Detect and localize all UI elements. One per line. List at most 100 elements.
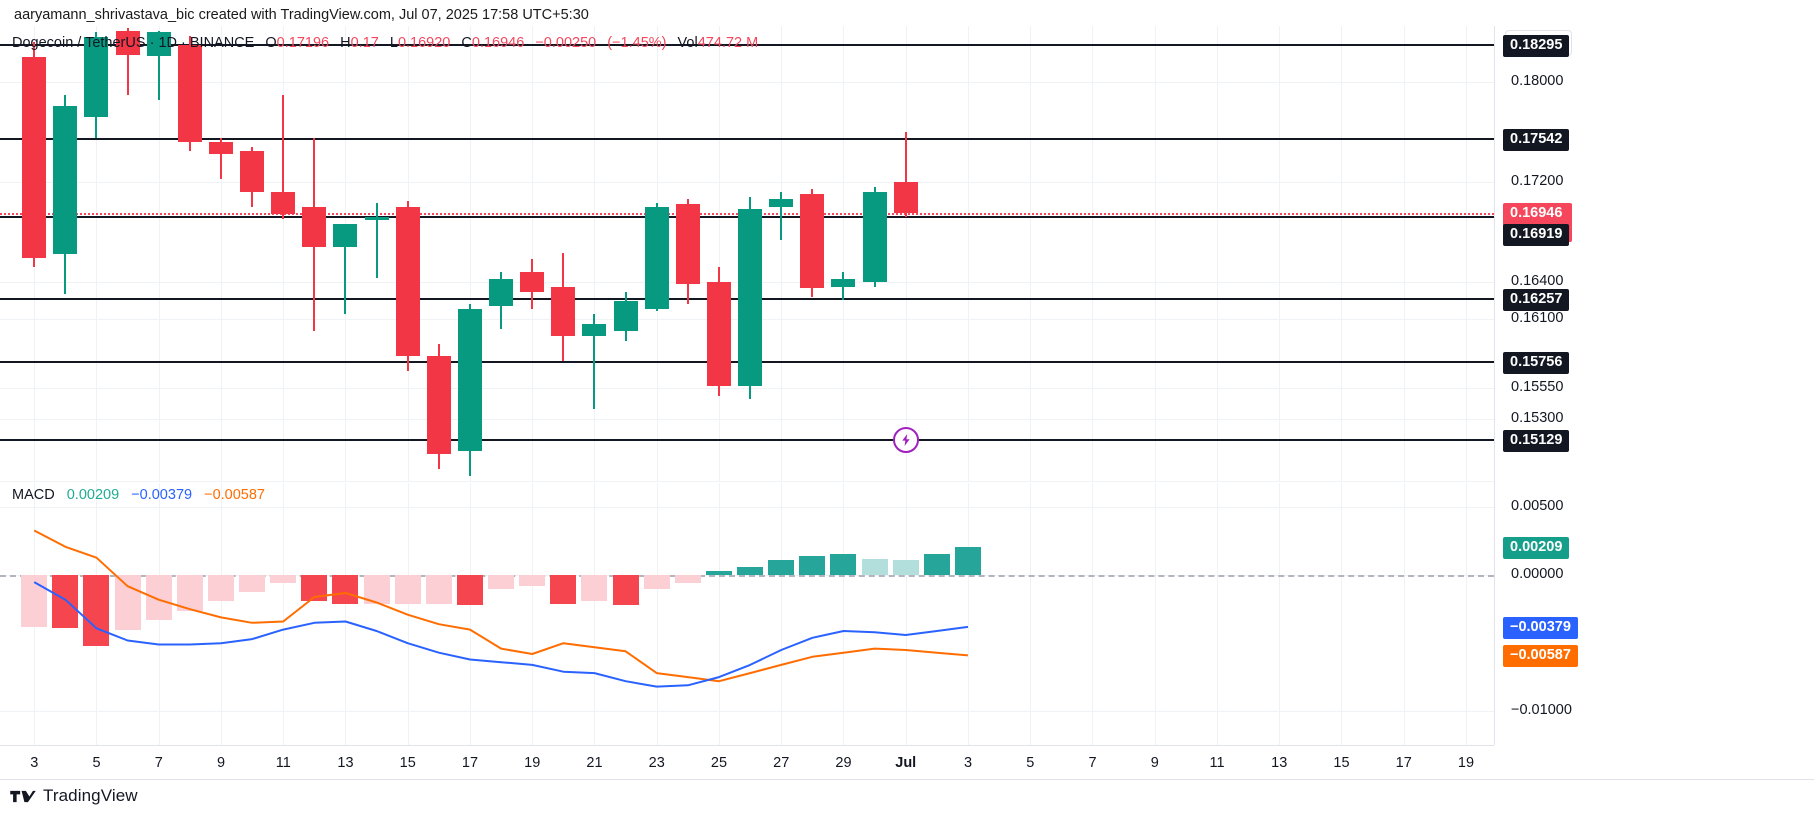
lightning-alert-icon[interactable] — [892, 426, 919, 453]
candlestick — [395, 26, 420, 481]
macd-histogram-bar — [737, 567, 764, 576]
candle-wick — [593, 313, 596, 409]
macd-histogram-bar — [425, 575, 452, 604]
gridline-vertical — [594, 483, 596, 745]
ohlc-legend[interactable]: Dogecoin / TetherUS · 1D · BINANCE O0.17… — [12, 34, 758, 52]
price-axis-tick: −0.01000 — [1511, 702, 1572, 719]
price-axis-tick: 0.15550 — [1511, 378, 1564, 395]
gridline-vertical — [345, 483, 347, 745]
badge-value: −0.00379 — [1510, 618, 1571, 635]
gridline-vertical — [1154, 483, 1156, 745]
price-axis-badge[interactable]: 0.18295 — [1503, 35, 1570, 58]
horizontal-level-line[interactable] — [0, 44, 1494, 47]
candle-body — [240, 150, 265, 192]
gridline-vertical — [158, 26, 160, 481]
candle-body — [800, 194, 825, 288]
price-axis-badge[interactable]: 0.17542 — [1503, 129, 1570, 152]
legend-sep-2: · — [181, 35, 186, 51]
candle-body — [644, 206, 669, 309]
price-axis-badge[interactable]: 0.00209 — [1503, 536, 1570, 559]
time-axis-tick: 17 — [461, 755, 479, 771]
candlestick — [22, 26, 47, 481]
price-axis-badge[interactable]: −0.00379 — [1503, 616, 1578, 639]
price-axis-badge[interactable]: 0.15756 — [1503, 351, 1570, 374]
horizontal-level-line[interactable] — [0, 138, 1494, 141]
candle-body — [862, 191, 887, 282]
tradingview-logo-icon — [10, 790, 36, 802]
time-axis-tick: 15 — [399, 755, 416, 771]
gridline-vertical — [905, 483, 907, 745]
macd-pane[interactable] — [0, 483, 1494, 745]
candle-body — [302, 206, 327, 247]
badge-value: 0.16946 — [1510, 205, 1563, 222]
macd-histogram-bar — [954, 546, 981, 576]
time-axis-tick: 5 — [1026, 755, 1035, 771]
candle-body — [831, 279, 856, 287]
macd-legend-histogram: 0.00209 — [66, 487, 120, 503]
legend-interval[interactable]: 1D — [158, 35, 177, 51]
price-pane[interactable] — [0, 26, 1494, 482]
gridline-vertical — [1279, 26, 1281, 481]
macd-legend-name[interactable]: MACD — [12, 487, 55, 503]
candlestick — [302, 26, 327, 481]
price-axis-tick: 0.17200 — [1511, 172, 1564, 189]
macd-histogram-bar — [176, 575, 203, 611]
macd-legend[interactable]: MACD 0.00209 −0.00379 −0.00587 — [12, 487, 265, 503]
time-axis-tick: 17 — [1395, 755, 1412, 771]
macd-histogram-bar — [519, 575, 546, 587]
gridline-vertical — [781, 26, 783, 481]
price-axis-badge[interactable]: 0.15129 — [1503, 429, 1570, 452]
gridline-horizontal — [0, 507, 1494, 509]
macd-histogram-bar — [830, 553, 857, 576]
macd-histogram-bar — [612, 575, 639, 606]
price-axis-badge[interactable]: 0.16257 — [1503, 289, 1570, 312]
time-axis-tick: 9 — [1150, 755, 1159, 771]
candlestick — [333, 26, 358, 481]
macd-histogram-bar — [83, 575, 110, 646]
candle-body — [520, 271, 545, 292]
gridline-vertical — [220, 26, 222, 481]
candle-body — [115, 30, 140, 55]
candle-body — [271, 191, 296, 215]
gridline-vertical — [905, 26, 907, 481]
macd-legend-signal: −0.00587 — [204, 487, 265, 503]
gridline-vertical — [220, 483, 222, 745]
horizontal-level-line[interactable] — [0, 438, 1494, 441]
gridline-horizontal — [0, 481, 1494, 482]
candlestick — [675, 26, 700, 481]
candlestick — [84, 26, 109, 481]
candle-body — [84, 37, 109, 117]
time-axis-tick: 5 — [92, 755, 101, 771]
candlestick — [551, 26, 576, 481]
candlestick — [644, 26, 669, 481]
candle-wick — [126, 28, 129, 95]
macd-histogram-bar — [550, 575, 577, 604]
candlestick — [893, 26, 918, 481]
gridline-vertical — [718, 26, 720, 481]
time-axis[interactable]: 3 5 7 9 11 13 15 17 19 21 23 25 27 29 Jul 3 5 7 9 11 13 15 17 1… — [0, 745, 1494, 779]
legend-symbol[interactable]: Dogecoin / TetherUS — [12, 35, 146, 51]
macd-line — [33, 581, 969, 688]
candle-body — [208, 141, 233, 155]
gridline-vertical — [283, 483, 285, 745]
price-axis-badge[interactable]: −0.00587 — [1503, 644, 1578, 667]
legend-exchange[interactable]: BINANCE — [189, 35, 255, 51]
gridline-vertical — [1279, 483, 1281, 745]
candlestick — [738, 26, 763, 481]
gridline-vertical — [469, 26, 471, 481]
gridline-vertical — [594, 26, 596, 481]
badge-value: 0.17542 — [1510, 131, 1563, 148]
candle-body — [333, 224, 358, 247]
candlestick — [862, 26, 887, 481]
candle-body — [738, 209, 763, 387]
candlestick — [457, 26, 482, 481]
footer-branding: TradingView — [10, 786, 138, 806]
candle-body — [706, 281, 731, 387]
price-axis-tick: 0.00000 — [1511, 566, 1564, 583]
time-axis-tick: 23 — [648, 755, 665, 771]
price-axis-badge[interactable]: 0.16919 — [1503, 223, 1570, 246]
gridline-vertical — [843, 483, 845, 745]
badge-value: 0.18295 — [1510, 37, 1563, 54]
candle-wick — [282, 94, 285, 220]
price-axis[interactable]: USDT 0.180000.172000.164000.161000.15550… — [1494, 26, 1814, 745]
